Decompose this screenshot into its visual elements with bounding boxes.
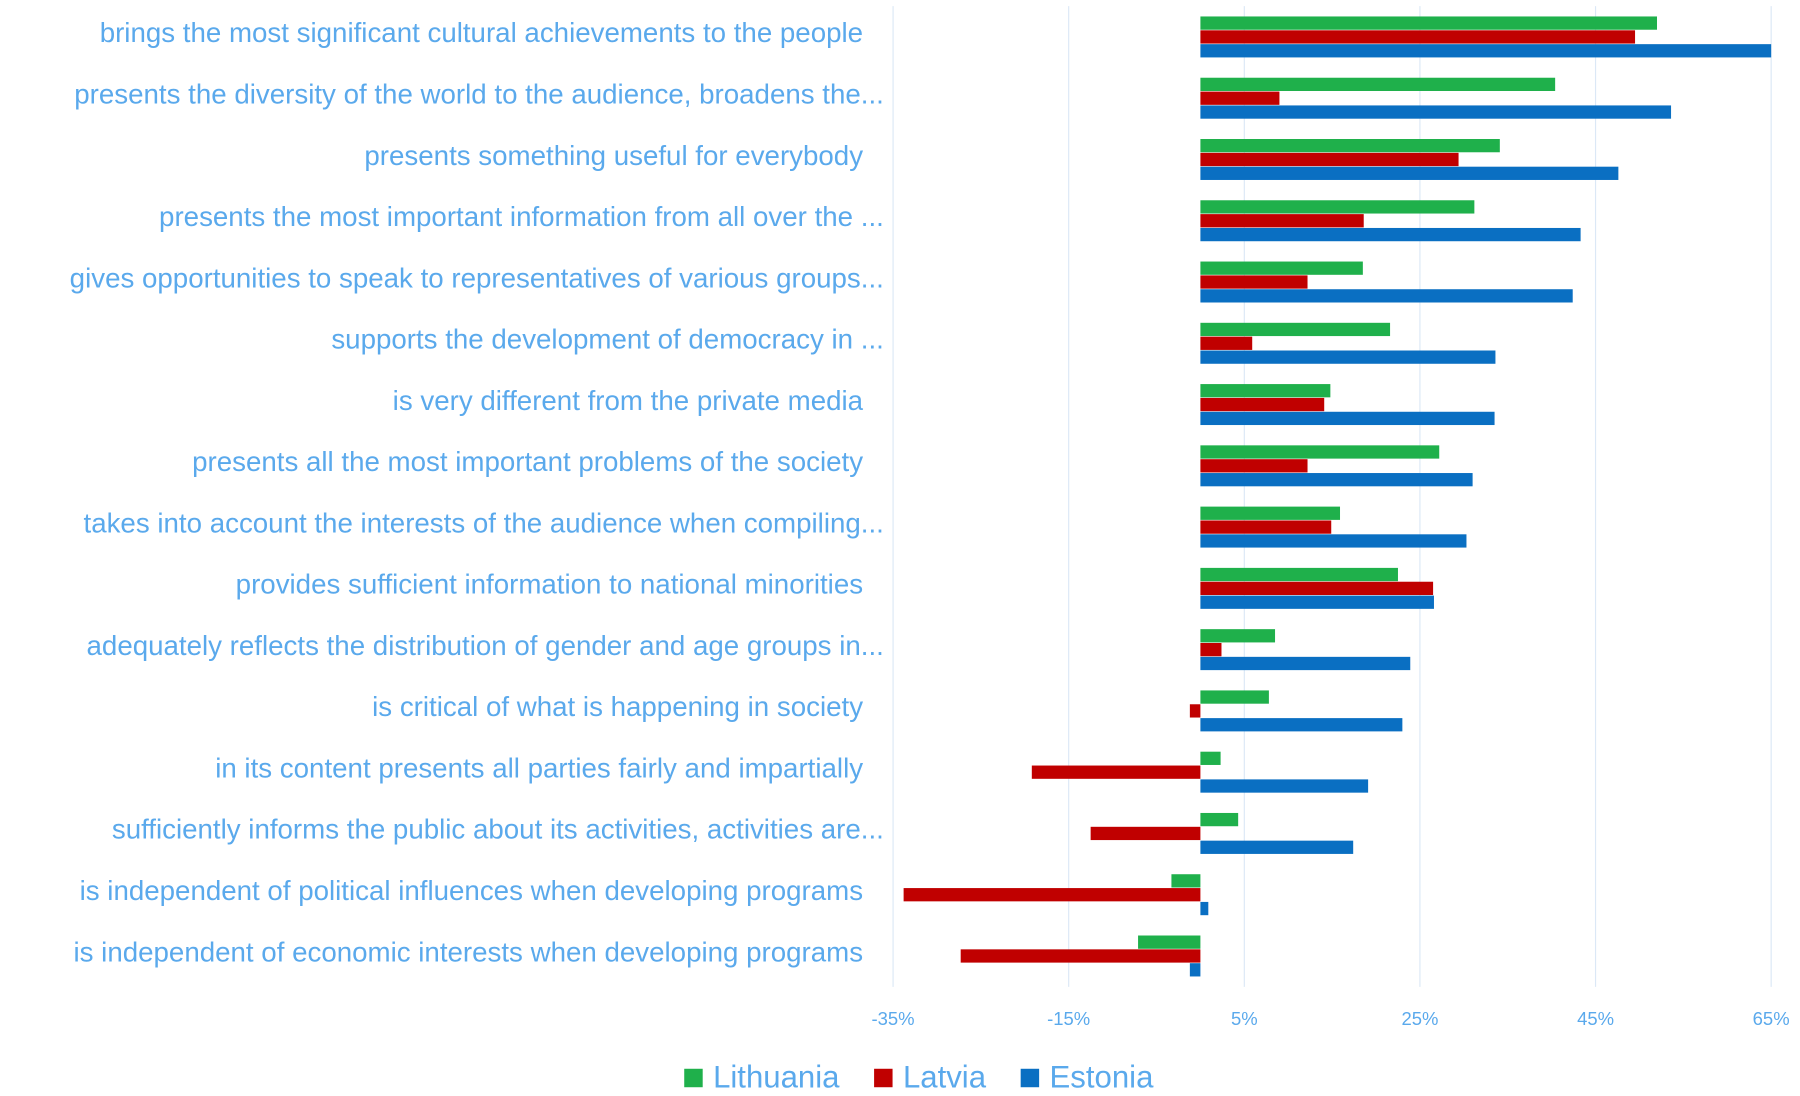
category-label: gives opportunities to speak to represen…: [70, 262, 884, 293]
category-label: presents all the most important problems…: [192, 446, 863, 477]
bar: [1200, 91, 1280, 105]
category-label: presents something useful for everybody: [364, 140, 863, 171]
bar: [1200, 152, 1459, 167]
bar: [1200, 595, 1434, 609]
bar: [1200, 322, 1391, 337]
bar: [1200, 214, 1364, 228]
bar: [1031, 765, 1201, 779]
category-label: adequately reflects the distribution of …: [87, 630, 884, 661]
bar: [1138, 935, 1201, 949]
bar: [1090, 826, 1201, 841]
category-label: provides sufficient information to natio…: [236, 569, 863, 600]
category-label: is independent of political influences w…: [80, 875, 863, 906]
bar: [1200, 506, 1341, 520]
bar: [1200, 30, 1636, 44]
bar: [1200, 336, 1253, 350]
bar: [1200, 718, 1403, 732]
bar: [1200, 275, 1308, 289]
category-label: is very different from the private media: [393, 385, 864, 416]
bar: [1200, 751, 1221, 765]
bar: [1200, 629, 1276, 643]
x-tick-label: 45%: [1577, 1008, 1614, 1029]
category-label: sufficiently informs the public about it…: [112, 814, 884, 845]
bar: [1200, 520, 1332, 534]
bar: [1200, 139, 1500, 153]
category-label: supports the development of democracy in…: [331, 324, 884, 355]
bar: [1171, 874, 1201, 888]
bar: [1200, 840, 1354, 854]
legend-swatch: [874, 1068, 893, 1088]
bar: [1200, 690, 1269, 704]
legend-label: Estonia: [1050, 1059, 1155, 1091]
bar: [1200, 166, 1619, 180]
legend-label: Latvia: [903, 1059, 987, 1091]
legend-swatch: [1020, 1068, 1040, 1088]
bar: [1200, 227, 1581, 242]
category-label: in its content presents all parties fair…: [215, 752, 863, 783]
bar: [1200, 16, 1658, 30]
bar: [1200, 656, 1411, 671]
x-tick-label: -15%: [1047, 1008, 1090, 1029]
bar: [1200, 779, 1369, 793]
bar: [1200, 411, 1495, 426]
bar: [1200, 459, 1308, 473]
category-label: is critical of what is happening in soci…: [372, 691, 863, 722]
category-label: presents the most important information …: [159, 201, 884, 232]
category-label: brings the most significant cultural ach…: [100, 17, 863, 48]
category-label: is independent of economic interests whe…: [73, 936, 863, 967]
bar: [1200, 289, 1573, 303]
bar: [1200, 581, 1434, 595]
legend-swatch: [684, 1068, 703, 1088]
x-tick-label: -35%: [872, 1008, 915, 1029]
bar: [1200, 901, 1209, 916]
bar: [1200, 77, 1556, 91]
bar: [960, 949, 1201, 963]
bar: [1200, 350, 1496, 364]
x-tick-label: 25%: [1401, 1008, 1438, 1029]
legend-label: Lithuania: [713, 1059, 840, 1091]
bar: [1200, 397, 1325, 412]
bar: [1200, 473, 1473, 487]
x-tick-label: 5%: [1231, 1008, 1258, 1029]
bar: [1189, 963, 1201, 977]
bar: [1200, 44, 1772, 58]
bar: [1200, 200, 1475, 214]
bar: [1200, 567, 1398, 582]
category-label: presents the diversity of the world to t…: [74, 79, 884, 110]
category-label: takes into account the interests of the …: [84, 507, 884, 538]
bar: [1200, 643, 1222, 657]
bar: [1200, 261, 1363, 275]
x-tick-label: 65%: [1753, 1008, 1790, 1029]
bar: [903, 888, 1201, 902]
bar: [1200, 445, 1440, 459]
bar: [1200, 534, 1467, 548]
bar: [1200, 384, 1331, 398]
bar: [1189, 704, 1201, 718]
bar: [1200, 105, 1672, 119]
bar: [1200, 812, 1239, 827]
